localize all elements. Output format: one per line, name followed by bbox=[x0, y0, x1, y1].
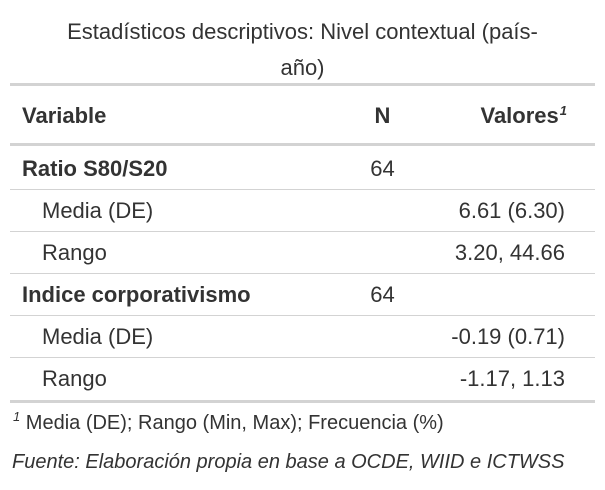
row-variable: Media (DE) bbox=[42, 324, 154, 349]
row-n bbox=[350, 358, 415, 400]
footnote-marker: 1 bbox=[13, 409, 21, 425]
header-valores-label: Valores bbox=[480, 103, 559, 128]
table-source-note: Fuente: Elaboración propia en base a OCD… bbox=[12, 451, 565, 473]
table-title-line-1: Estadísticos descriptivos: Nivel context… bbox=[67, 19, 538, 44]
row-variable: Rango bbox=[42, 240, 107, 265]
table-row: Indice corporativismo 64 bbox=[10, 274, 595, 316]
table-title: Estadísticos descriptivos: Nivel context… bbox=[10, 14, 595, 86]
row-n: 64 bbox=[370, 156, 395, 181]
row-variable: Ratio S80/S20 bbox=[22, 156, 168, 181]
bottom-rule bbox=[10, 400, 595, 403]
row-value: 3.20, 44.66 bbox=[454, 240, 565, 265]
row-value: -1.17, 1.13 bbox=[459, 366, 565, 391]
top-rule bbox=[10, 83, 595, 86]
header-n: N bbox=[374, 103, 391, 128]
table-row: Rango -1.17, 1.13 bbox=[10, 358, 595, 400]
header-valores-footnote-marker: 1 bbox=[559, 102, 567, 118]
row-variable: Media (DE) bbox=[42, 198, 154, 223]
table-row: Rango 3.20, 44.66 bbox=[10, 232, 595, 274]
row-divider bbox=[10, 273, 595, 274]
row-n bbox=[350, 232, 415, 274]
row-divider bbox=[10, 357, 595, 358]
row-variable: Indice corporativismo bbox=[22, 282, 251, 307]
row-divider bbox=[10, 315, 595, 316]
footnote-text: Media (DE); Rango (Min, Max); Frecuencia… bbox=[25, 412, 444, 434]
header-row: Variable N Valores1 bbox=[10, 95, 595, 137]
table-title-line-2: año) bbox=[280, 55, 325, 80]
row-value: 6.61 (6.30) bbox=[458, 198, 565, 223]
row-divider bbox=[10, 231, 595, 232]
header-rule bbox=[10, 143, 595, 146]
row-variable: Rango bbox=[42, 366, 107, 391]
table-row: Media (DE) 6.61 (6.30) bbox=[10, 190, 595, 232]
table-footnote: 1 Media (DE); Rango (Min, Max); Frecuenc… bbox=[12, 407, 444, 439]
row-n bbox=[350, 316, 415, 358]
row-value: -0.19 (0.71) bbox=[451, 324, 565, 349]
row-n: 64 bbox=[370, 282, 395, 307]
header-valores: Valores1 bbox=[480, 95, 567, 137]
row-divider bbox=[10, 189, 595, 190]
header-variable: Variable bbox=[22, 103, 107, 128]
table-row: Media (DE) -0.19 (0.71) bbox=[10, 316, 595, 358]
row-n bbox=[350, 190, 415, 232]
table-row: Ratio S80/S20 64 bbox=[10, 148, 595, 190]
